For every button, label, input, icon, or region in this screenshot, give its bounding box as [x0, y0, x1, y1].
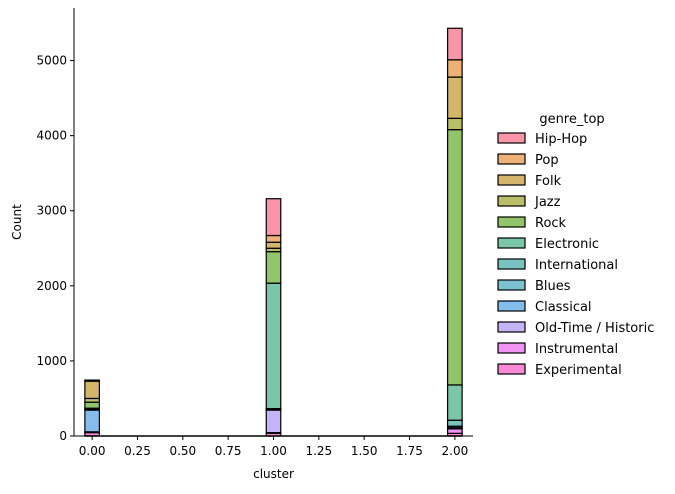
- bar-pop-cluster-1: [266, 236, 281, 243]
- bar-rock-cluster-0: [85, 402, 100, 408]
- y-tick-label: 4000: [36, 129, 67, 143]
- legend-swatch-hip-hop: [498, 133, 525, 143]
- legend-swatch-blues: [498, 280, 525, 290]
- bar-rock-cluster-2: [448, 130, 463, 385]
- legend-label-jazz: Jazz: [534, 195, 561, 210]
- y-tick-label: 5000: [36, 54, 67, 68]
- legend-swatch-old-time-historic: [498, 322, 525, 332]
- legend-swatch-folk: [498, 175, 525, 185]
- x-tick-label: 1.25: [305, 444, 332, 458]
- legend-label-blues: Blues: [535, 279, 571, 294]
- bar-hip-hop-cluster-2: [448, 28, 463, 60]
- legend-label-rock: Rock: [535, 216, 567, 231]
- legend-label-old-time-historic: Old-Time / Historic: [535, 321, 654, 336]
- legend-swatch-international: [498, 259, 525, 269]
- legend-title: genre_top: [539, 112, 604, 127]
- bar-classical-cluster-0: [85, 410, 100, 432]
- legend-label-hip-hop: Hip-Hop: [535, 132, 587, 147]
- legend-label-classical: Classical: [535, 300, 592, 315]
- x-tick-label: 0.00: [79, 444, 106, 458]
- x-tick-label: 1.00: [260, 444, 287, 458]
- y-tick-label: 3000: [36, 204, 67, 218]
- legend-label-international: International: [535, 258, 618, 273]
- bar-pop-cluster-2: [448, 60, 463, 77]
- y-tick-label: 0: [59, 429, 67, 443]
- legend-label-pop: Pop: [535, 153, 559, 168]
- legend-label-folk: Folk: [535, 174, 562, 189]
- bar-hip-hop-cluster-1: [266, 199, 281, 236]
- legend-swatch-electronic: [498, 238, 525, 248]
- bar-electronic-cluster-2: [448, 385, 463, 420]
- x-tick-label: 0.25: [124, 444, 151, 458]
- x-tick-label: 0.50: [169, 444, 196, 458]
- axes-group: 0.00 0.25 0.50 0.75 1.00 1.25 1.50 1.75 2.00 0 100…: [10, 8, 473, 481]
- legend-label-instrumental: Instrumental: [535, 342, 618, 357]
- legend-swatch-instrumental: [498, 343, 525, 353]
- legend-swatch-pop: [498, 154, 525, 164]
- bar-jazz-cluster-2: [448, 118, 463, 129]
- bar-folk-cluster-2: [448, 77, 463, 118]
- y-tick-label: 2000: [36, 279, 67, 293]
- bar-old-time-historic-cluster-1: [266, 410, 281, 433]
- legend-label-electronic: Electronic: [535, 237, 599, 252]
- legend: genre_top Hip-Hop Pop Folk Jazz Rock Electroni…: [498, 112, 654, 378]
- x-tick-label: 0.75: [215, 444, 242, 458]
- bar-folk-cluster-1: [266, 242, 281, 248]
- bar-rock-cluster-1: [266, 252, 281, 284]
- y-axis-label: Count: [10, 204, 24, 240]
- x-axis-label: cluster: [253, 467, 294, 481]
- bar-instrumental-cluster-2: [448, 429, 463, 434]
- bar-international-cluster-2: [448, 420, 463, 426]
- legend-swatch-classical: [498, 301, 525, 311]
- x-tick-label: 2.00: [442, 444, 469, 458]
- legend-swatch-experimental: [498, 364, 525, 374]
- legend-swatch-rock: [498, 217, 525, 227]
- legend-label-experimental: Experimental: [535, 363, 622, 378]
- bar-folk-cluster-0: [85, 381, 100, 398]
- x-tick-label: 1.75: [396, 444, 423, 458]
- y-tick-label: 1000: [36, 354, 67, 368]
- bars-group: [85, 28, 462, 436]
- bar-electronic-cluster-1: [266, 283, 281, 408]
- x-tick-label: 1.50: [351, 444, 378, 458]
- legend-swatch-jazz: [498, 196, 525, 206]
